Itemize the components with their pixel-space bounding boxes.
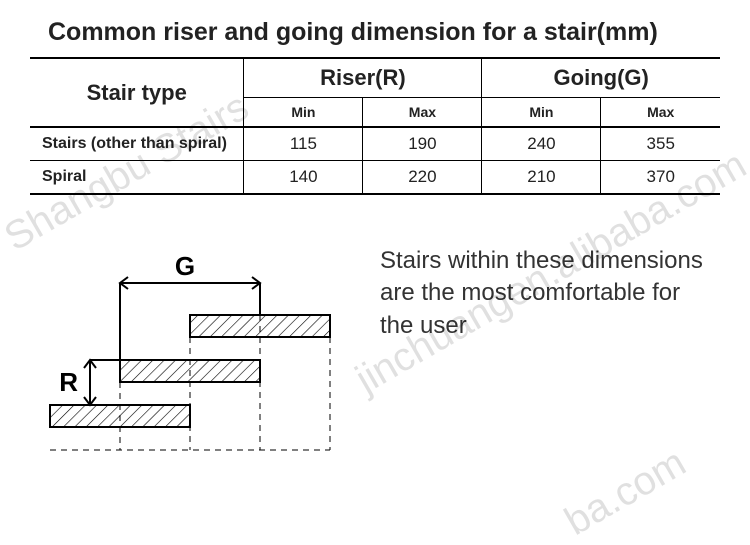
col-stair-type: Stair type [30, 58, 244, 127]
sub-riser-max: Max [363, 98, 482, 128]
cell: 210 [482, 161, 601, 195]
cell: 190 [363, 127, 482, 161]
col-going: Going(G) [482, 58, 720, 98]
cell: 355 [601, 127, 720, 161]
row-label: Stairs (other than spiral) [30, 127, 244, 161]
sub-going-min: Min [482, 98, 601, 128]
g-label: G [175, 251, 195, 281]
stair-diagram: G R [30, 245, 350, 465]
page-title: Common riser and going dimension for a s… [48, 18, 720, 47]
table-row: Spiral 140 220 210 370 [30, 161, 720, 195]
row-label: Spiral [30, 161, 244, 195]
table-row: Stairs (other than spiral) 115 190 240 3… [30, 127, 720, 161]
cell: 115 [244, 127, 363, 161]
cell: 240 [482, 127, 601, 161]
cell: 220 [363, 161, 482, 195]
dimensions-table: Stair type Riser(R) Going(G) Min Max Min… [30, 57, 720, 195]
sub-riser-min: Min [244, 98, 363, 128]
diagram-caption: Stairs within these dimensions are the m… [380, 245, 710, 342]
sub-going-max: Max [601, 98, 720, 128]
r-label: R [59, 367, 78, 397]
cell: 140 [244, 161, 363, 195]
cell: 370 [601, 161, 720, 195]
col-riser: Riser(R) [244, 58, 482, 98]
